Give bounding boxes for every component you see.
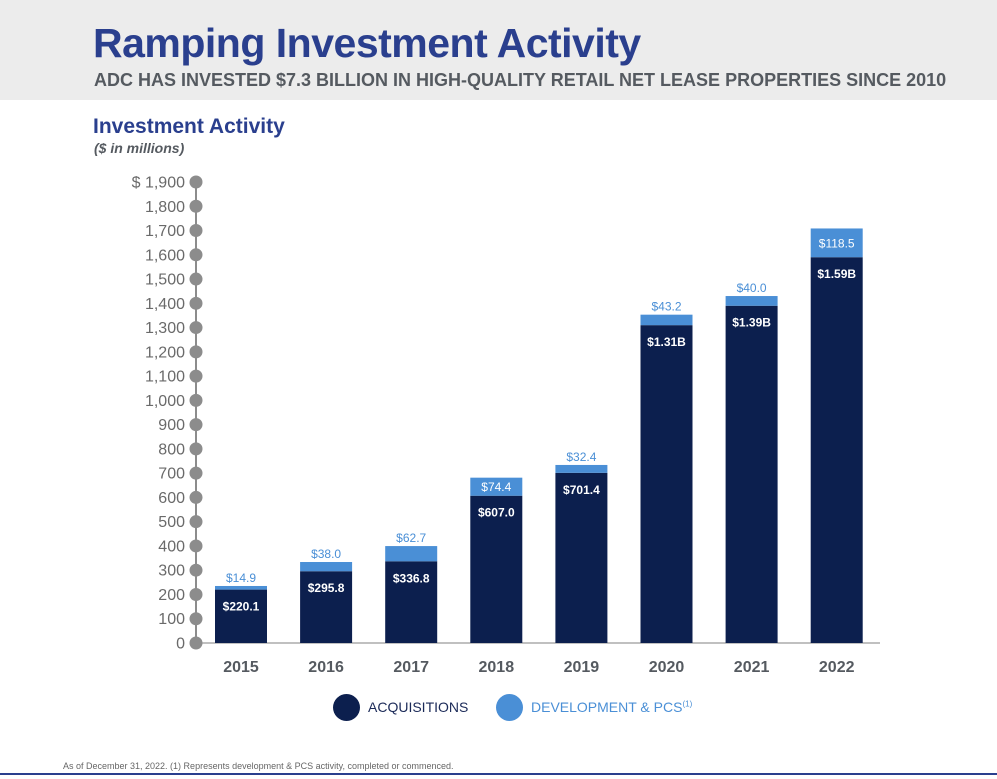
y-tick-dot — [189, 224, 203, 238]
y-tick-label: 1,100 — [145, 369, 185, 386]
y-tick-label: 1,200 — [145, 344, 185, 361]
legend-development-swatch — [496, 693, 523, 721]
header-band — [0, 0, 997, 100]
y-tick-label: 1,500 — [145, 272, 185, 289]
x-tick-label-2021: 2021 — [734, 659, 770, 676]
y-tick-label: 200 — [158, 587, 185, 604]
y-tick-dot — [189, 490, 203, 504]
y-tick-dot — [189, 442, 203, 456]
legend-acquisitions: ACQUISITIONS — [333, 693, 468, 721]
label-acquisitions-2020: $1.31B — [647, 335, 686, 349]
y-tick-dot — [189, 466, 203, 480]
y-tick-label: 100 — [158, 611, 185, 628]
page-title: Ramping Investment Activity — [93, 20, 641, 66]
y-tick-dot — [189, 321, 203, 335]
investment-chart: 0 100 200 300 400 500 600 700 800 900 1,000 1,100 1,… — [132, 175, 880, 676]
legend-development: DEVELOPMENT & PCS(1) — [496, 693, 692, 721]
bar-development-2016 — [300, 562, 353, 572]
bar-acquisitions-2016 — [300, 571, 353, 643]
y-tick-label: 900 — [158, 417, 185, 434]
section-subtitle: ($ in millions) — [94, 140, 185, 156]
y-tick-dot — [189, 515, 203, 529]
y-tick-dot — [189, 539, 203, 553]
bar-development-2019 — [555, 464, 608, 473]
legend-acquisitions-swatch — [333, 693, 360, 721]
bar-acquisitions-2022 — [810, 257, 863, 643]
y-tick-label: 1,300 — [145, 320, 185, 337]
y-tick-dot — [189, 345, 203, 359]
y-tick-dot — [189, 248, 203, 262]
label-development-2015: $14.9 — [226, 571, 256, 585]
bar-acquisitions-2019 — [555, 472, 608, 643]
bar-development-2017 — [385, 546, 438, 562]
label-acquisitions-2017: $336.8 — [393, 571, 430, 585]
x-tick-label-2022: 2022 — [819, 659, 855, 676]
x-tick-label-2020: 2020 — [649, 659, 685, 676]
bar-acquisitions-2015 — [215, 589, 267, 643]
label-development-2016: $38.0 — [311, 547, 341, 561]
bar-acquisitions-2020 — [640, 325, 693, 643]
y-tick-label: 0 — [176, 636, 185, 653]
label-development-2017: $62.7 — [396, 531, 426, 545]
bar-development-2021 — [725, 296, 778, 306]
bar-acquisitions-2021 — [725, 305, 778, 643]
bar-development-2015 — [215, 585, 267, 590]
label-development-2021: $40.0 — [737, 281, 767, 295]
x-tick-label-2015: 2015 — [223, 659, 259, 676]
y-tick-label: 500 — [158, 514, 185, 531]
label-acquisitions-2022: $1.59B — [817, 267, 856, 281]
y-tick-dot — [189, 418, 203, 432]
legend-development-label: DEVELOPMENT & PCS — [531, 699, 683, 715]
legend-development-footnote-mark: (1) — [682, 699, 693, 709]
label-development-2020: $43.2 — [651, 300, 681, 314]
x-tick-label-2019: 2019 — [564, 659, 600, 676]
label-development-2019: $32.4 — [566, 450, 596, 464]
y-tick-label: 1,600 — [145, 247, 185, 264]
y-tick-dot — [189, 636, 203, 650]
bar-acquisitions-2018 — [470, 495, 523, 643]
footer-rule — [0, 773, 997, 775]
y-tick-dot — [189, 175, 203, 189]
section-title: Investment Activity — [93, 115, 285, 138]
y-tick-label: 1,800 — [145, 199, 185, 216]
y-tick-label: $ 1,900 — [132, 175, 185, 192]
y-tick-dot — [189, 199, 203, 213]
y-tick-label: 700 — [158, 466, 185, 483]
page-subtitle: ADC HAS INVESTED $7.3 BILLION IN HIGH-QU… — [94, 70, 947, 90]
label-acquisitions-2019: $701.4 — [563, 483, 600, 497]
y-tick-label: 1,400 — [145, 296, 185, 313]
label-acquisitions-2018: $607.0 — [478, 506, 515, 520]
y-tick-label: 1,700 — [145, 223, 185, 240]
y-tick-dot — [189, 563, 203, 577]
y-tick-dot — [189, 393, 203, 407]
y-tick-label: 1,000 — [145, 393, 185, 410]
bar-acquisitions-2017 — [385, 561, 438, 643]
y-tick-dot — [189, 272, 203, 286]
bar-development-2022 — [810, 228, 863, 258]
x-tick-label-2017: 2017 — [393, 659, 429, 676]
x-tick-label-2016: 2016 — [308, 659, 344, 676]
y-tick-label: 600 — [158, 490, 185, 507]
y-tick-dot — [189, 587, 203, 601]
x-tick-label-2018: 2018 — [479, 659, 515, 676]
y-tick-label: 400 — [158, 538, 185, 555]
label-acquisitions-2015: $220.1 — [223, 600, 260, 614]
legend-acquisitions-label: ACQUISITIONS — [368, 699, 469, 715]
label-acquisitions-2016: $295.8 — [308, 581, 345, 595]
y-tick-dot — [189, 296, 203, 310]
bar-development-2020 — [640, 314, 693, 326]
y-tick-dot — [189, 612, 203, 626]
label-development-2022: $118.5 — [819, 236, 855, 250]
y-tick-dot — [189, 369, 203, 383]
bar-development-2018 — [470, 477, 523, 496]
label-acquisitions-2021: $1.39B — [732, 316, 771, 330]
y-tick-label: 800 — [158, 441, 185, 458]
footnote: As of December 31, 2022. (1) Represents … — [63, 761, 454, 771]
label-development-2018: $74.4 — [481, 480, 511, 494]
y-tick-label: 300 — [158, 563, 185, 580]
